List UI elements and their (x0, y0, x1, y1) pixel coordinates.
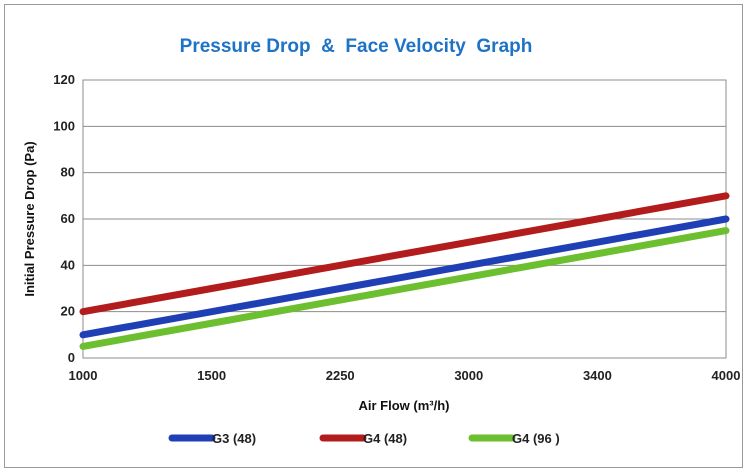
x-axis-label: Air Flow (m³/h) (359, 398, 450, 413)
y-tick-label: 40 (61, 257, 75, 272)
y-tick-label: 20 (61, 304, 75, 319)
y-tick-label: 60 (61, 211, 75, 226)
x-tick-label: 4000 (712, 368, 741, 383)
x-tick-labels: 1000 1500 2250 3000 3400 4000 (69, 368, 741, 383)
legend: G3 (48) G4 (48) G4 (96 ) (168, 431, 560, 446)
x-tick-label: 3000 (454, 368, 483, 383)
x-tick-label: 1500 (197, 368, 226, 383)
legend-label: G4 (48) (363, 431, 407, 446)
y-tick-label: 80 (61, 165, 75, 180)
y-tick-label: 120 (53, 72, 75, 87)
x-tick-label: 2250 (326, 368, 355, 383)
series-lines (79, 192, 730, 350)
x-tick-label: 1000 (69, 368, 98, 383)
y-tick-label: 100 (53, 118, 75, 133)
chart-title: Pressure Drop & Face Velocity Graph (180, 36, 533, 57)
x-tick-label: 3400 (583, 368, 612, 383)
gridlines (83, 125, 726, 313)
y-tick-labels: 0 20 40 60 80 100 120 (53, 72, 75, 365)
y-axis-label: Initial Pressure Drop (Pa) (22, 141, 37, 296)
legend-label: G3 (48) (212, 431, 256, 446)
series-line-1 (79, 192, 730, 316)
y-tick-label: 0 (68, 350, 75, 365)
legend-label: G4 (96 ) (512, 431, 560, 446)
series-line-2 (79, 227, 730, 350)
series-line-0 (79, 215, 730, 339)
